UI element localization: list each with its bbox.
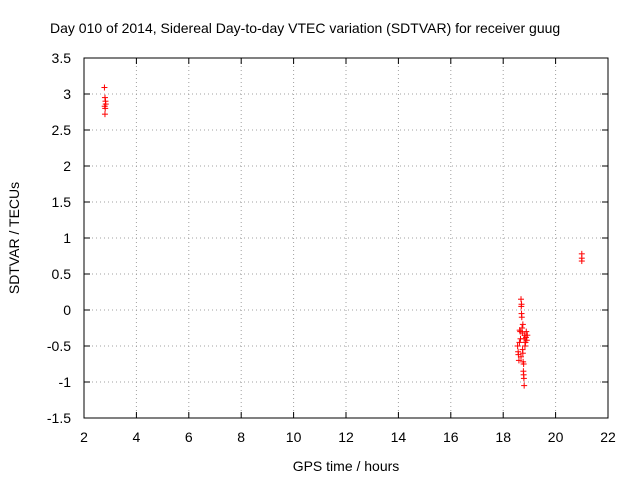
y-tick-labels: -1.5 -1 -0.5 0 0.5 1 1.5 2 2.5 3 3.5 xyxy=(47,50,71,426)
x-tick-label: 16 xyxy=(443,429,459,445)
x-tick-label: 8 xyxy=(237,429,245,445)
data-point xyxy=(515,357,522,364)
data-point xyxy=(102,105,109,112)
data-point xyxy=(518,314,525,321)
data-point xyxy=(521,343,528,349)
y-tick-label: 1.5 xyxy=(52,194,72,210)
y-tick-label: 0.5 xyxy=(52,266,72,282)
x-tick-label: 22 xyxy=(600,429,616,445)
x-axis-label: GPS time / hours xyxy=(293,458,400,474)
data-point xyxy=(520,375,527,382)
x-tick-label: 6 xyxy=(185,429,193,445)
data-points xyxy=(101,84,585,389)
data-point xyxy=(519,325,526,331)
y-tick-label: -1.5 xyxy=(47,410,71,426)
grid-lines xyxy=(84,58,608,418)
data-point xyxy=(518,296,525,303)
x-tick-label: 2 xyxy=(80,429,88,445)
y-tick-label: 3.5 xyxy=(52,50,72,66)
x-tick-label: 20 xyxy=(548,429,564,445)
data-point xyxy=(578,258,585,265)
data-point xyxy=(518,301,525,308)
x-tick-label: 4 xyxy=(133,429,141,445)
x-tick-label: 12 xyxy=(338,429,354,445)
data-point xyxy=(523,337,530,344)
data-point xyxy=(519,321,526,328)
x-tick-label: 14 xyxy=(391,429,407,445)
y-tick-label: 2.5 xyxy=(52,122,72,138)
data-point xyxy=(518,353,525,360)
data-point xyxy=(523,328,530,335)
x-tick-labels: 2 4 6 8 10 12 14 16 18 20 22 xyxy=(80,429,616,445)
x-tick-label: 18 xyxy=(495,429,511,445)
y-tick-label: -1 xyxy=(59,374,72,390)
chart-title: Day 010 of 2014, Sidereal Day-to-day VTE… xyxy=(50,20,560,36)
data-point xyxy=(101,94,108,101)
data-point xyxy=(101,84,108,91)
data-point xyxy=(520,361,527,367)
axis-ticks xyxy=(83,57,609,419)
data-point xyxy=(514,343,521,349)
data-point xyxy=(102,101,109,108)
y-axis-label: SDTVAR / TECUs xyxy=(6,182,22,294)
data-point xyxy=(524,332,531,339)
y-tick-label: 0 xyxy=(63,302,71,318)
data-point xyxy=(519,350,526,357)
x-tick-label: 10 xyxy=(286,429,302,445)
data-point xyxy=(521,382,528,389)
data-point xyxy=(101,111,108,118)
data-point xyxy=(516,339,523,346)
y-tick-label: 1 xyxy=(63,230,71,246)
y-tick-label: 3 xyxy=(63,86,71,102)
y-tick-label: -0.5 xyxy=(47,338,71,354)
y-tick-label: 2 xyxy=(63,158,71,174)
